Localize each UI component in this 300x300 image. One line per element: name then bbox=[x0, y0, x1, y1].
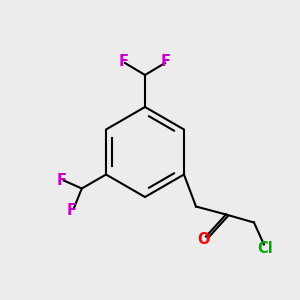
Text: F: F bbox=[67, 203, 77, 218]
Text: O: O bbox=[198, 232, 210, 247]
Text: F: F bbox=[57, 173, 67, 188]
Text: F: F bbox=[161, 55, 171, 70]
Text: F: F bbox=[119, 55, 129, 70]
Text: Cl: Cl bbox=[257, 241, 273, 256]
